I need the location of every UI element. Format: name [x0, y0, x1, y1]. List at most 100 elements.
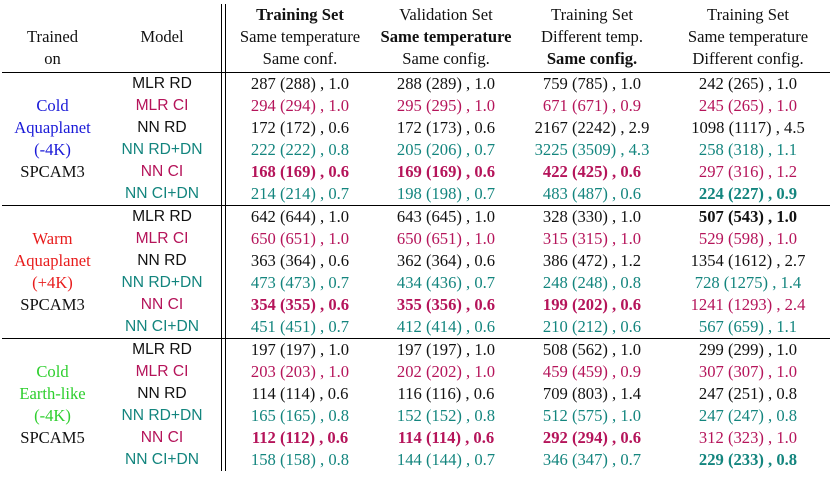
metric-cell: 172 (173) , 0.6: [396, 118, 496, 137]
group-label-line: (-4K): [34, 406, 71, 425]
table-row: Cold MLR CI 203 (203) , 1.0 202 (202) , 1.0…: [2, 361, 830, 383]
metric-cell: 328 (330) , 1.0: [518, 205, 666, 228]
col-2-line-1: Validation Set: [399, 5, 493, 24]
metric-cell: 671 (671) , 0.9: [542, 96, 642, 115]
model-name: NN CI+DN: [124, 185, 200, 202]
metric-cell: 483 (487) , 0.6: [542, 184, 642, 203]
metric-cell: 247 (251) , 0.8: [698, 384, 798, 403]
metric-cell: 210 (212) , 0.6: [542, 317, 642, 336]
model-name: NN RD+DN: [121, 274, 203, 291]
header-trained-on-line-2: on: [44, 49, 61, 68]
metric-cell: 355 (356) , 0.6: [396, 295, 496, 314]
metric-cell: 197 (197) , 1.0: [225, 338, 374, 361]
metric-cell: 114 (114) , 0.6: [251, 384, 349, 403]
metric-cell: 152 (152) , 0.8: [396, 406, 496, 425]
table-row: NN CI+DN 451 (451) , 0.7 412 (414) , 0.6 21…: [2, 316, 830, 339]
table-body: MLR RD 287 (288) , 1.0 288 (289) , 1.0 759 …: [2, 72, 830, 471]
metric-cell: 247 (247) , 0.8: [698, 406, 798, 425]
metric-cell: 434 (436) , 0.7: [396, 273, 496, 292]
double-rule: [221, 294, 226, 316]
metric-cell: 386 (472) , 1.2: [542, 251, 642, 270]
table-row: SPCAM5 NN CI 112 (112) , 0.6 114 (114) , 0.…: [2, 427, 830, 449]
group-label-line: (+4K): [32, 273, 73, 292]
metric-cell: 205 (206) , 0.7: [396, 140, 496, 159]
metric-cell: 214 (214) , 0.7: [250, 184, 350, 203]
group-label-line: [2, 338, 103, 361]
group-label-line: SPCAM5: [20, 428, 85, 447]
model-name: NN RD+DN: [121, 407, 203, 424]
group-label-line: Aquaplanet: [14, 251, 91, 270]
metric-cell: 248 (248) , 0.8: [542, 273, 642, 292]
table-row: MLR RD 197 (197) , 1.0 197 (197) , 1.0 508 …: [2, 338, 830, 361]
model-name: MLR CI: [135, 363, 189, 380]
col-4-line-3: Different config.: [692, 49, 804, 68]
metric-cell: 363 (364) , 0.6: [250, 251, 350, 270]
model-name: MLR CI: [135, 230, 189, 247]
table-row: Cold MLR CI 294 (294) , 1.0 295 (295) , 1.0…: [2, 95, 830, 117]
metric-cell: 222 (222) , 0.8: [250, 140, 350, 159]
model-name: MLR RD: [103, 205, 222, 228]
group-label-line: [2, 72, 103, 95]
model-name: NN CI: [140, 429, 184, 446]
table-row: MLR RD 642 (644) , 1.0 643 (645) , 1.0 328 …: [2, 205, 830, 228]
double-rule: [221, 48, 226, 73]
metric-cell: 307 (307) , 1.0: [698, 362, 798, 381]
metric-cell: 203 (203) , 1.0: [250, 362, 350, 381]
metric-cell: 1098 (1117) , 4.5: [691, 118, 805, 137]
metric-cell: 529 (598) , 1.0: [698, 229, 798, 248]
col-2-line-3: Same config.: [402, 49, 490, 68]
double-rule: [221, 26, 226, 48]
double-rule: [221, 250, 226, 272]
metric-cell: 422 (425) , 0.6: [542, 162, 642, 181]
metric-cell: 2167 (2242) , 2.9: [534, 118, 650, 137]
table-row: NN CI+DN 158 (158) , 0.8 144 (144) , 0.7 34…: [2, 449, 830, 471]
metric-cell: 362 (364) , 0.6: [396, 251, 496, 270]
double-rule: [221, 4, 226, 26]
double-rule: [221, 228, 226, 250]
model-name: NN RD+DN: [121, 141, 203, 158]
col-1-line-3: Same conf.: [262, 49, 338, 68]
table-row: SPCAM3 NN CI 354 (355) , 0.6 355 (356) , 0.…: [2, 294, 830, 316]
model-name: NN CI: [140, 296, 184, 313]
metric-cell: 258 (318) , 1.1: [698, 140, 798, 159]
group-label-line: [2, 316, 103, 339]
double-rule: [221, 72, 226, 95]
metric-cell: 354 (355) , 0.6: [250, 295, 350, 314]
metric-cell: 473 (473) , 0.7: [250, 273, 350, 292]
metric-cell: 1241 (1293) , 2.4: [690, 295, 806, 314]
model-name: MLR RD: [103, 72, 222, 95]
header-trained-on-spacer: [2, 4, 103, 26]
metric-cell: 199 (202) , 0.6: [542, 295, 642, 314]
double-rule: [221, 316, 226, 339]
metric-cell: 116 (116) , 0.6: [397, 384, 495, 403]
metric-cell: 508 (562) , 1.0: [518, 338, 666, 361]
table-row: Aquaplanet NN RD 363 (364) , 0.6 362 (364) …: [2, 250, 830, 272]
metric-cell: 315 (315) , 1.0: [542, 229, 642, 248]
metric-cell: 224 (227) , 0.9: [698, 184, 798, 203]
metric-cell: 114 (114) , 0.6: [397, 428, 495, 447]
col-3-line-1: Training Set: [551, 5, 633, 24]
group-label-line: [2, 183, 103, 206]
metric-cell: 144 (144) , 0.7: [396, 450, 496, 469]
group-label-line: Aquaplanet: [14, 118, 91, 137]
metric-cell: 709 (803) , 1.4: [542, 384, 642, 403]
metric-cell: 299 (299) , 1.0: [666, 338, 830, 361]
group-label-line: [2, 449, 103, 471]
metric-cell: 202 (202) , 1.0: [396, 362, 496, 381]
metric-cell: 295 (295) , 1.0: [396, 96, 496, 115]
metric-cell: 165 (165) , 0.8: [250, 406, 350, 425]
double-rule: [221, 338, 226, 361]
double-rule: [221, 405, 226, 427]
double-rule: [221, 95, 226, 117]
double-rule: [221, 427, 226, 449]
group-label-line: SPCAM3: [20, 295, 85, 314]
col-1-line-2: Same temperature: [239, 27, 361, 46]
col-3-line-3: Same config.: [546, 49, 638, 68]
group-label-line: (-4K): [34, 140, 71, 159]
metric-cell: 292 (294) , 0.6: [542, 428, 642, 447]
metric-cell: 759 (785) , 1.0: [518, 72, 666, 95]
metric-cell: 198 (198) , 0.7: [396, 184, 496, 203]
metric-cell: 287 (288) , 1.0: [225, 72, 374, 95]
metric-cell: 245 (265) , 1.0: [698, 96, 798, 115]
metric-cell: 158 (158) , 0.8: [250, 450, 350, 469]
